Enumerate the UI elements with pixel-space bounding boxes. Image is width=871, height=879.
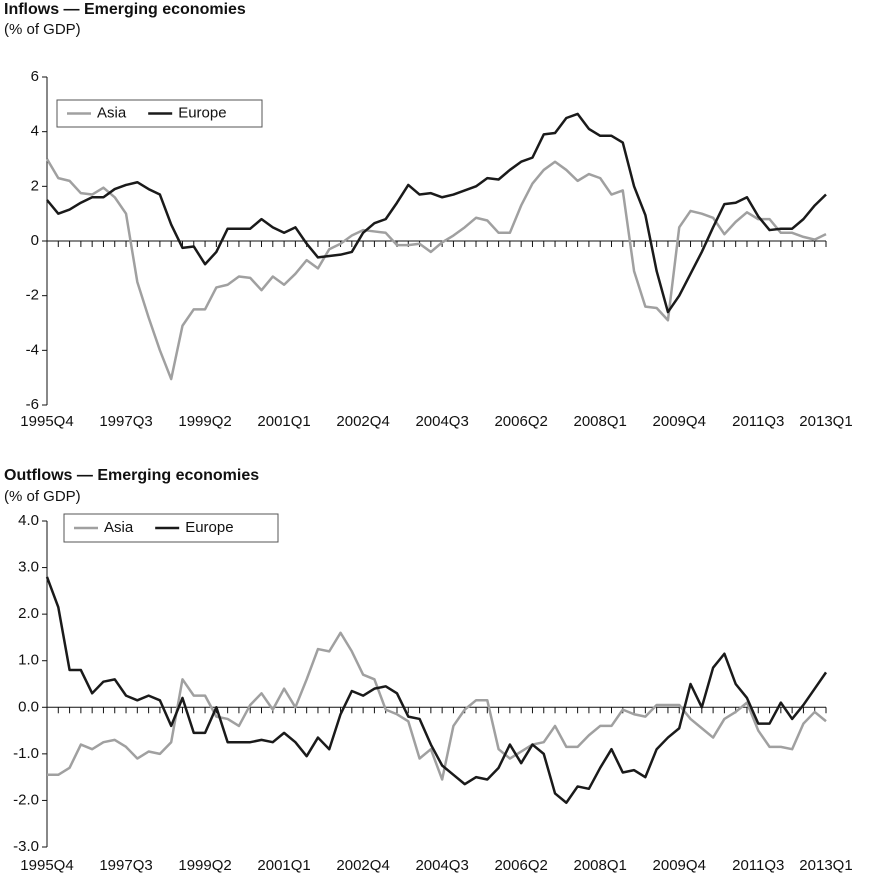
chart-subtitle: (% of GDP) (4, 21, 81, 38)
legend-label: Europe (185, 519, 233, 536)
x-tick-label: 1999Q2 (178, 857, 231, 874)
y-tick-label: -2 (26, 287, 39, 304)
y-tick-label: 0.0 (18, 698, 39, 715)
chart-title: Inflows — Emerging economies (4, 1, 246, 18)
x-tick-label: 1999Q2 (178, 413, 231, 430)
x-tick-label: 2001Q1 (257, 857, 310, 874)
x-tick-label: 2002Q4 (336, 413, 389, 430)
series-line (46, 112, 827, 314)
y-tick-label: -1.0 (13, 745, 39, 762)
y-tick-label: 0 (31, 232, 39, 249)
x-tick-label: 2009Q4 (653, 857, 706, 874)
series-line (45, 158, 827, 381)
y-tick-label: 2.0 (18, 605, 39, 622)
chart-subtitle: (% of GDP) (4, 488, 81, 505)
y-tick-label: 2 (31, 177, 39, 194)
x-tick-label: 2008Q1 (574, 413, 627, 430)
x-tick-label: 2006Q2 (494, 857, 547, 874)
y-tick-label: -3.0 (13, 838, 39, 855)
y-tick-label: 4 (31, 123, 39, 140)
y-tick-label: -4 (26, 341, 39, 358)
x-tick-label: 2004Q3 (415, 857, 468, 874)
y-tick-label: 4.0 (18, 512, 39, 529)
x-tick-label: 2013Q1 (799, 413, 852, 430)
x-tick-label: 1997Q3 (99, 857, 152, 874)
series-line (45, 576, 828, 805)
x-tick-label: 2001Q1 (257, 413, 310, 430)
x-tick-label: 2004Q3 (415, 413, 468, 430)
x-tick-label: 2013Q1 (799, 857, 852, 874)
x-tick-label: 1997Q3 (99, 413, 152, 430)
y-tick-label: -6 (26, 396, 39, 413)
legend-label: Europe (178, 104, 226, 121)
x-tick-label: 2006Q2 (494, 413, 547, 430)
x-tick-label: 1995Q4 (20, 857, 73, 874)
x-tick-label: 2011Q3 (732, 857, 784, 874)
x-tick-label: 2011Q3 (732, 413, 784, 430)
x-tick-label: 2008Q1 (574, 857, 627, 874)
y-tick-label: 3.0 (18, 559, 39, 576)
legend-label: Asia (104, 519, 134, 536)
x-tick-label: 2002Q4 (336, 857, 389, 874)
chart-title: Outflows — Emerging economies (4, 467, 259, 484)
legend-label: Asia (97, 104, 127, 121)
y-tick-label: 1.0 (18, 652, 39, 669)
x-tick-label: 1995Q4 (20, 413, 73, 430)
x-tick-label: 2009Q4 (653, 413, 706, 430)
y-tick-label: -2.0 (13, 791, 39, 808)
y-tick-label: 6 (31, 68, 39, 85)
